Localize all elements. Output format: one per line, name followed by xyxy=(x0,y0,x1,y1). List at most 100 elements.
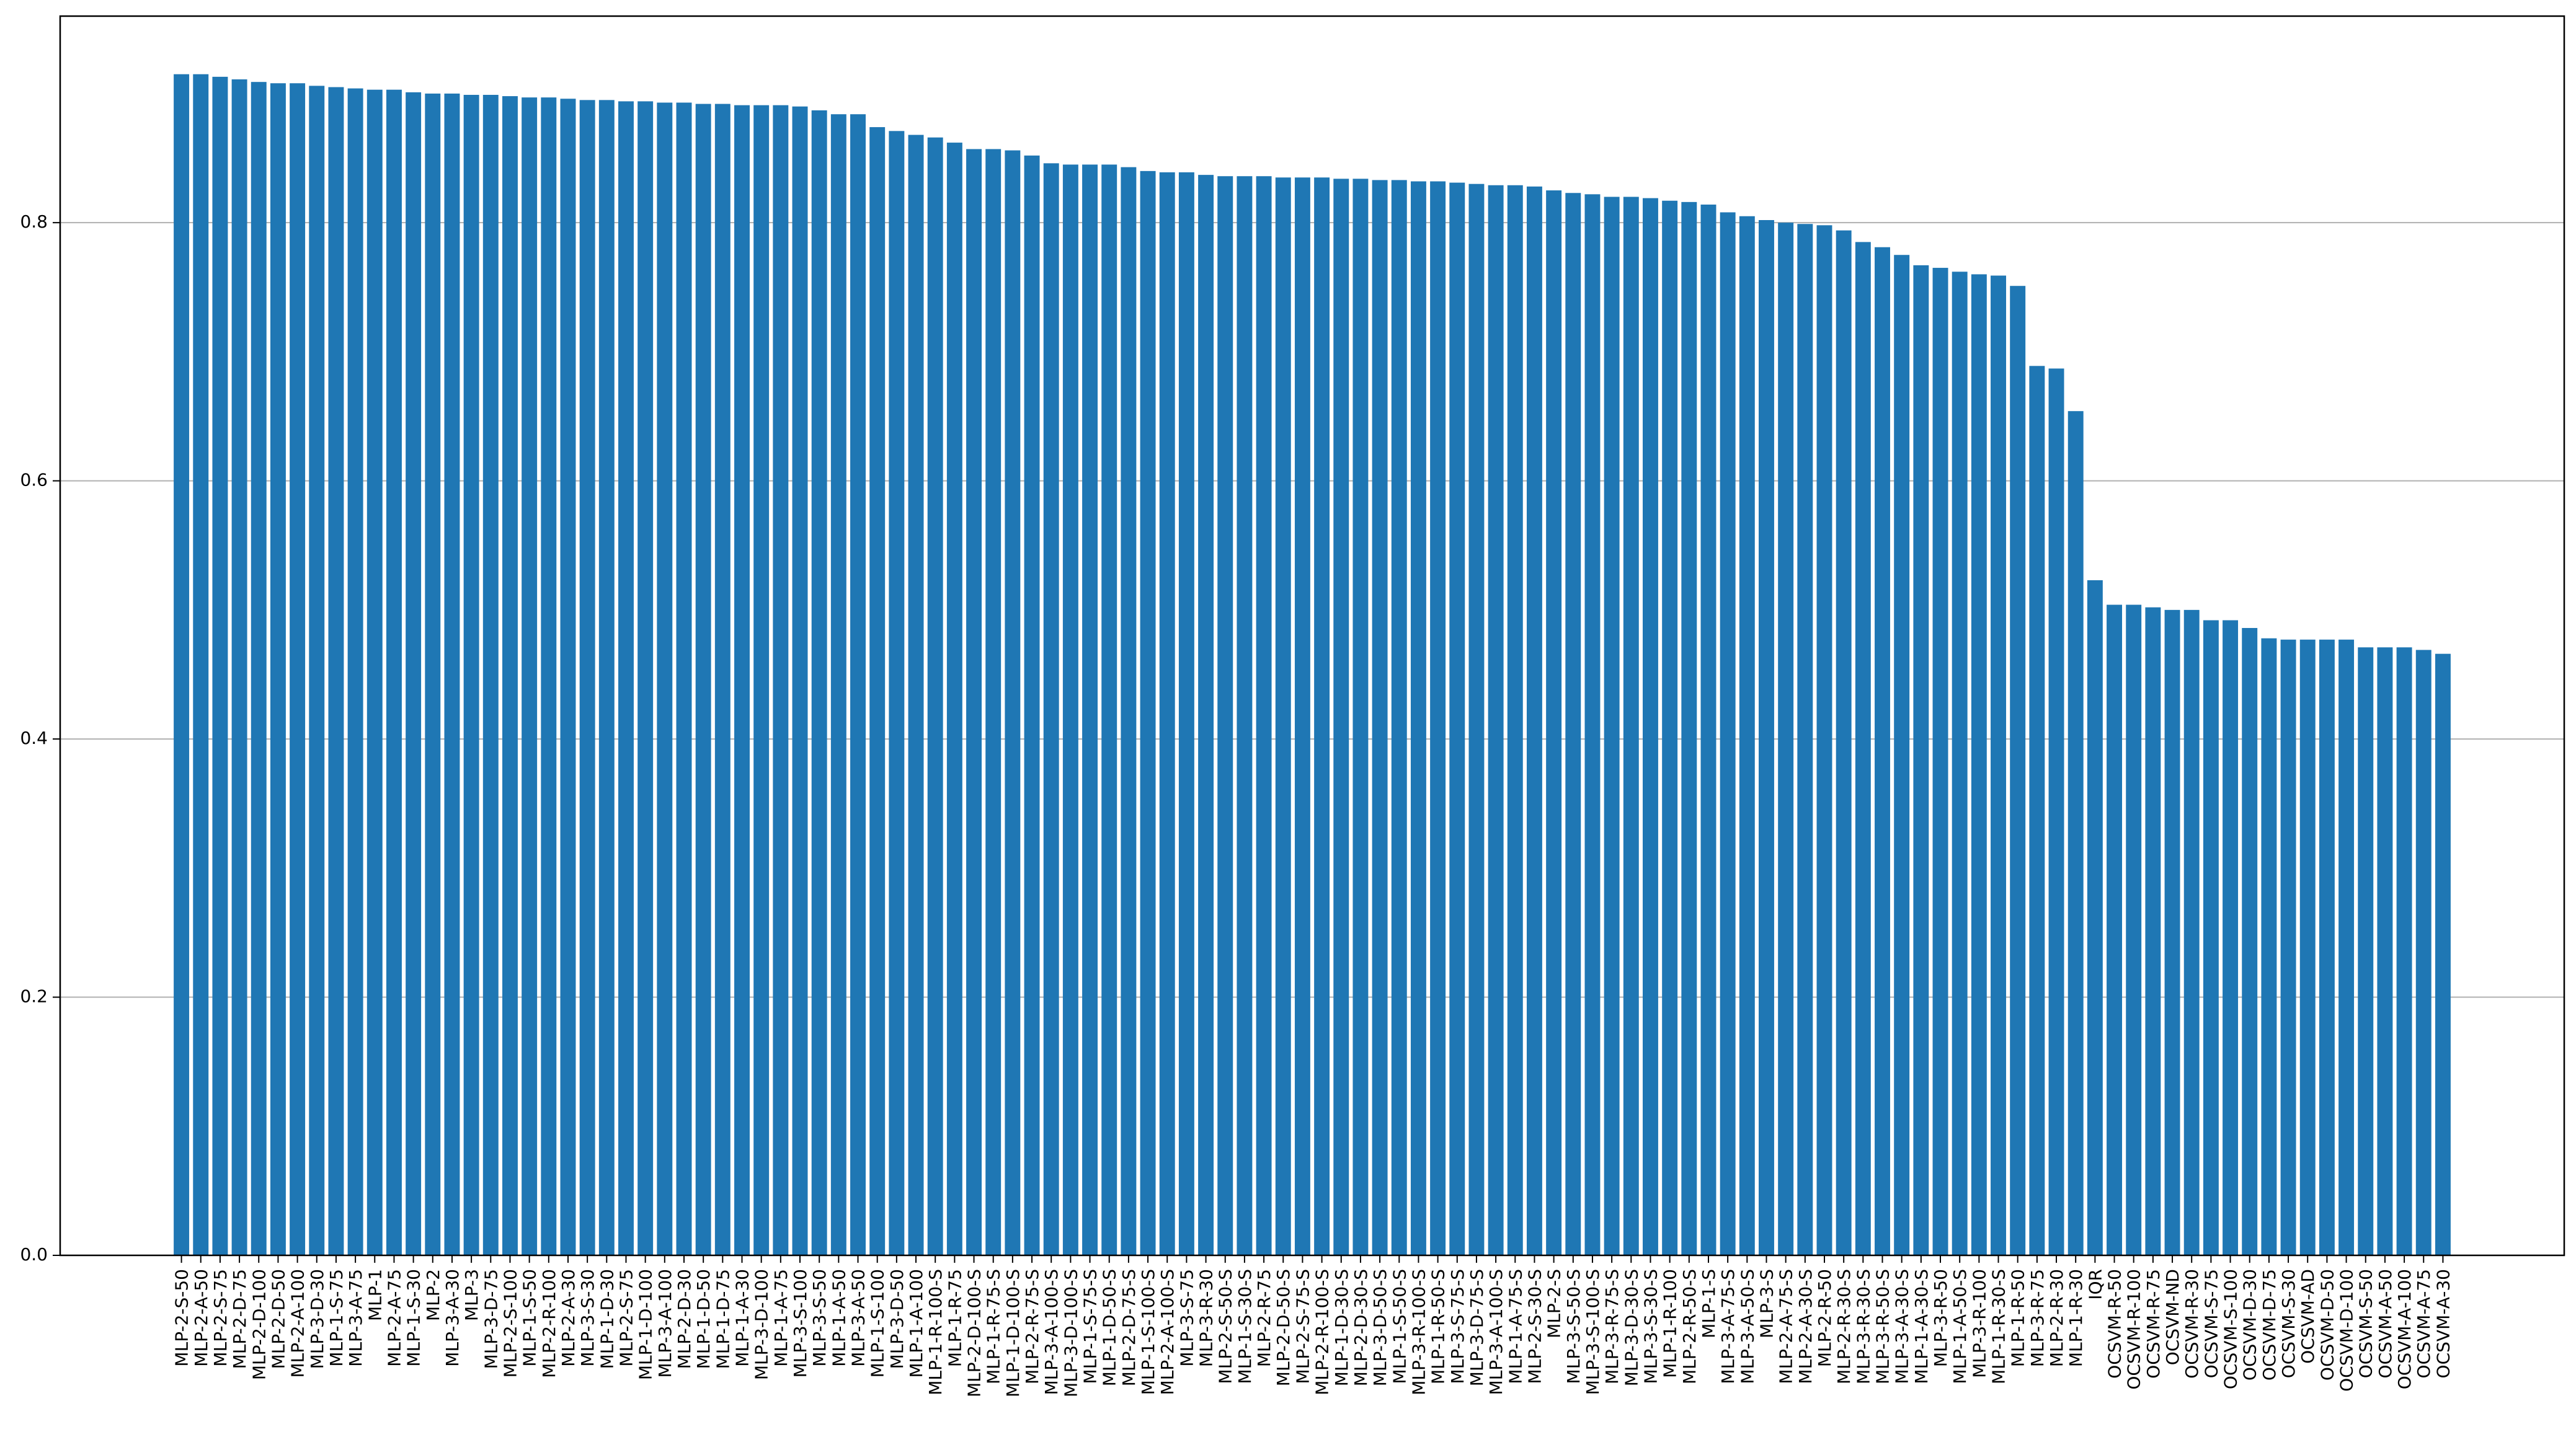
x-tick-label: MLP-2-S-75 xyxy=(616,1269,636,1367)
x-tick-label: MLP-1-A-50 xyxy=(828,1269,849,1367)
bar xyxy=(2183,609,2200,1255)
x-tick-label: MLP-3-R-30-S xyxy=(1853,1269,1873,1384)
bar xyxy=(2377,647,2393,1255)
x-tick-label: OCSVM-A-30 xyxy=(2433,1269,2453,1378)
x-tick-label: MLP-3-R-30 xyxy=(1196,1269,1217,1367)
bar xyxy=(193,74,209,1255)
x-tick-label: OCSVM-R-30 xyxy=(2182,1269,2202,1379)
x-tick-label: MLP-1-A-30 xyxy=(732,1269,753,1367)
x-tick-label: MLP-2-S-50-S xyxy=(1215,1269,1236,1384)
x-tick-label: OCSVM-D-30 xyxy=(2240,1269,2260,1381)
x-tick-label: MLP-1-S-100-S xyxy=(1138,1269,1158,1395)
bar xyxy=(695,104,711,1256)
bar xyxy=(1198,175,1214,1256)
bar xyxy=(714,104,731,1256)
bar xyxy=(2338,639,2355,1255)
bar xyxy=(869,127,886,1255)
x-tick-label: OCSVM-D-50 xyxy=(2317,1269,2337,1381)
x-tick-label: MLP-1-D-75 xyxy=(713,1269,733,1369)
x-tick-label: MLP-3-R-75 xyxy=(2027,1269,2048,1367)
bar xyxy=(309,86,325,1256)
bar xyxy=(1449,182,1465,1256)
x-tick-label: MLP-1-D-30 xyxy=(597,1269,617,1369)
bar xyxy=(1391,180,1407,1255)
bar xyxy=(174,74,190,1255)
bar xyxy=(463,95,479,1256)
x-tick-label: MLP-2-S-75-S xyxy=(1292,1269,1313,1384)
bar xyxy=(270,83,286,1255)
bar xyxy=(598,100,615,1255)
bar xyxy=(1352,179,1369,1255)
x-tick-label: IQR xyxy=(2085,1269,2105,1300)
x-tick-label: MLP-1-R-30 xyxy=(2066,1269,2086,1367)
bar xyxy=(482,95,499,1256)
x-tick-label: MLP-3-D-75 xyxy=(481,1269,501,1369)
x-tick-label: MLP-1-R-75-S xyxy=(984,1269,1004,1384)
x-tick-label: MLP-3-A-100 xyxy=(655,1269,675,1378)
x-tick-label: MLP-3-A-50 xyxy=(848,1269,869,1367)
bar xyxy=(850,114,866,1256)
bar xyxy=(2067,411,2084,1255)
bar xyxy=(444,93,460,1255)
bar xyxy=(889,131,905,1255)
x-tick-label: MLP-2-S-100 xyxy=(500,1269,520,1377)
x-tick-label: MLP-3-A-30-S xyxy=(1892,1269,1912,1384)
x-tick-label: MLP-1-R-100-S xyxy=(925,1269,946,1395)
bar xyxy=(1546,190,1562,1255)
bar xyxy=(2358,647,2374,1255)
bar xyxy=(657,102,673,1255)
x-tick-label: MLP-1-S-30-S xyxy=(1235,1269,1255,1384)
x-axis: MLP-2-S-50MLP-2-A-50MLP-2-S-75MLP-2-D-75… xyxy=(172,1255,2453,1397)
bar xyxy=(1584,194,1601,1256)
bar xyxy=(753,105,770,1256)
y-tick-label: 0.4 xyxy=(20,728,48,748)
x-tick-label: MLP-2-A-100-S xyxy=(1157,1269,1178,1395)
x-tick-label: MLP-2-A-75-S xyxy=(1776,1269,1797,1384)
x-tick-label: MLP-2-R-75-S xyxy=(1022,1269,1042,1384)
x-tick-label: MLP-1-D-100 xyxy=(636,1269,656,1380)
x-tick-label: MLP-1-A-100 xyxy=(906,1269,926,1378)
bar xyxy=(2319,639,2335,1255)
bar xyxy=(1294,177,1310,1255)
bar xyxy=(541,97,557,1256)
y-tick-label: 0.8 xyxy=(20,211,48,232)
bar xyxy=(734,105,750,1256)
bar xyxy=(1991,275,2006,1255)
x-tick-label: MLP-3-S xyxy=(1756,1269,1777,1338)
x-tick-label: MLP-2-A-30 xyxy=(558,1269,579,1367)
x-tick-label: MLP-3-R-100-S xyxy=(1408,1269,1429,1395)
x-tick-label: MLP-3-A-100-S xyxy=(1486,1269,1506,1395)
bar xyxy=(2107,604,2123,1255)
x-tick-label: MLP-2-A-50 xyxy=(191,1269,211,1367)
x-tick-label: MLP-1-S-75-S xyxy=(1080,1269,1101,1384)
bar xyxy=(927,137,943,1256)
bar xyxy=(406,92,422,1255)
bar xyxy=(2203,620,2219,1256)
x-tick-label: MLP-3-A-75 xyxy=(345,1269,366,1367)
bar xyxy=(792,106,808,1256)
bar xyxy=(985,149,1002,1255)
x-tick-label: MLP-2-D-30 xyxy=(674,1269,695,1369)
x-tick-label: MLP-3-S-100-S xyxy=(1583,1269,1603,1395)
bar xyxy=(212,76,228,1256)
bar xyxy=(1604,197,1620,1255)
x-tick-label: MLP-3 xyxy=(461,1269,482,1321)
x-tick-label: MLP-2-D-75 xyxy=(229,1269,250,1369)
bar xyxy=(1507,185,1523,1255)
bar xyxy=(522,97,538,1256)
bar xyxy=(1062,164,1078,1256)
x-tick-label: MLP-2-D-100-S xyxy=(964,1269,985,1397)
x-tick-label: OCSVM-S-50 xyxy=(2356,1269,2376,1378)
bar xyxy=(2164,609,2180,1255)
x-tick-label: MLP-2-D-50-S xyxy=(1273,1269,1294,1386)
x-tick-label: MLP-3-S-75-S xyxy=(1447,1269,1468,1384)
x-tick-label: MLP-2-D-75-S xyxy=(1119,1269,1139,1386)
bar xyxy=(637,101,654,1255)
bar xyxy=(1430,181,1446,1255)
bar xyxy=(676,102,692,1255)
bar xyxy=(2010,286,2026,1255)
bar xyxy=(1488,185,1504,1255)
x-tick-label: MLP-3-D-100-S xyxy=(1060,1269,1081,1397)
x-tick-label: OCSVM-S-30 xyxy=(2278,1269,2299,1378)
bar xyxy=(560,99,576,1256)
